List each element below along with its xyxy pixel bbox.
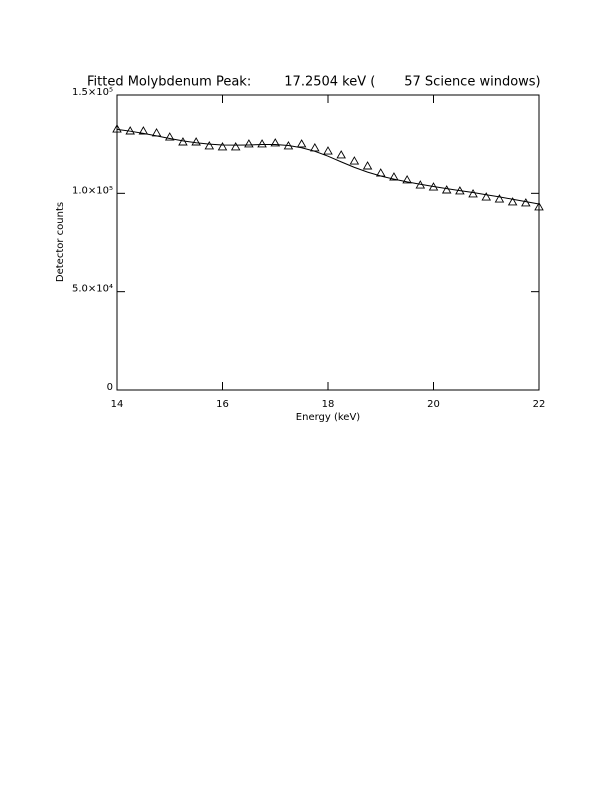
- y-axis-label: Detector counts: [55, 202, 66, 282]
- x-tick-label: 18: [322, 399, 335, 410]
- data-point: [191, 137, 201, 146]
- data-point: [217, 142, 228, 151]
- data-point: [441, 185, 452, 194]
- x-tick-label: 20: [427, 399, 440, 410]
- x-axis-label: Energy (keV): [296, 412, 361, 423]
- data-point: [296, 139, 307, 148]
- data-point: [534, 201, 544, 211]
- data-point: [507, 197, 518, 206]
- x-tick-label: 22: [533, 399, 546, 410]
- data-point: [362, 161, 373, 170]
- data-point: [164, 132, 175, 141]
- data-point: [270, 138, 281, 147]
- data-point: [323, 146, 333, 155]
- data-point: [349, 156, 360, 165]
- data-point: [257, 139, 267, 148]
- y-tick-label: 1.5×10⁵: [72, 87, 113, 98]
- y-tick-label: 0: [107, 382, 113, 393]
- data-point: [138, 126, 149, 135]
- data-point: [402, 175, 412, 184]
- data-point: [481, 192, 492, 201]
- data-point: [389, 172, 399, 181]
- data-point: [521, 198, 531, 207]
- fit-line: [116, 128, 540, 205]
- chart-title: Fitted Molybdenum Peak: 17.2504 keV ( 57…: [87, 75, 541, 90]
- data-point: [468, 189, 478, 198]
- data-point: [230, 142, 241, 151]
- x-tick-label: 14: [111, 399, 124, 410]
- y-tick-label: 1.0×10⁵: [72, 185, 113, 196]
- data-point: [244, 139, 254, 148]
- data-point: [336, 150, 346, 159]
- x-tick-label: 16: [216, 399, 229, 410]
- data-point: [112, 124, 122, 133]
- y-tick-label: 5.0×10⁴: [72, 284, 113, 295]
- data-point: [204, 141, 215, 150]
- data-point: [494, 194, 505, 203]
